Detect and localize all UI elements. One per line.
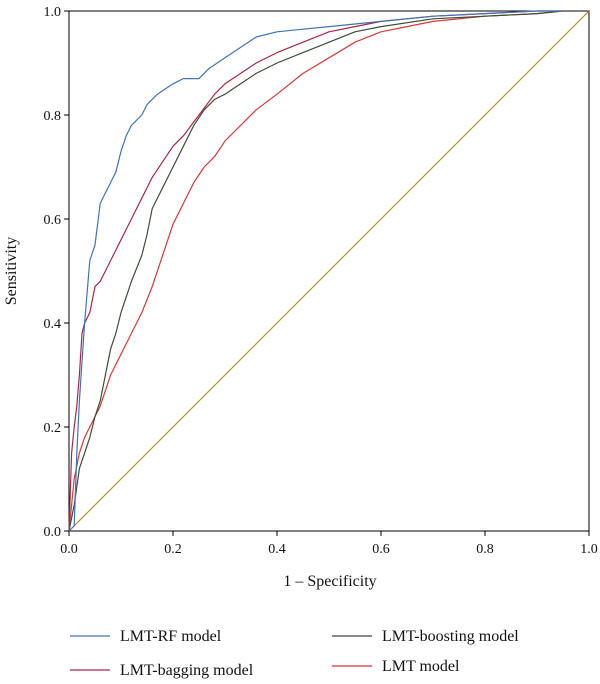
x-tick-label: 0.6 bbox=[372, 542, 390, 557]
y-tick-label: 1.0 bbox=[44, 5, 62, 20]
y-tick-label: 0.8 bbox=[44, 109, 62, 124]
series-line-0 bbox=[68, 10, 563, 532]
y-tick-label: 0.0 bbox=[44, 525, 62, 540]
legend: LMT-RF model LMT-bagging model LMT-boostin… bbox=[70, 628, 519, 679]
x-tick-label: 1.0 bbox=[580, 542, 598, 557]
legend-label: LMT-boosting model bbox=[382, 628, 519, 645]
y-axis-ticks: 0.0 0.2 0.4 0.6 0.8 1.0 bbox=[44, 5, 69, 540]
x-tick-label: 0.4 bbox=[268, 542, 286, 557]
plot-area bbox=[68, 10, 590, 532]
x-axis-ticks: 0.0 0.2 0.4 0.6 0.8 1.0 bbox=[60, 531, 598, 557]
legend-label: LMT model bbox=[382, 658, 460, 675]
legend-label: LMT-RF model bbox=[120, 628, 222, 645]
x-tick-label: 0.0 bbox=[60, 542, 78, 557]
x-tick-label: 0.8 bbox=[476, 542, 494, 557]
series-line-3 bbox=[68, 10, 564, 532]
y-axis-label: Sensitivity bbox=[3, 237, 20, 305]
y-tick-label: 0.2 bbox=[44, 421, 62, 436]
x-tick-label: 0.2 bbox=[164, 542, 182, 557]
series-line-2 bbox=[68, 10, 564, 532]
reference-diagonal-line bbox=[68, 10, 590, 532]
plot-frame bbox=[68, 10, 590, 532]
legend-label: LMT-bagging model bbox=[120, 662, 254, 679]
x-axis-label: 1 – Specificity bbox=[283, 573, 376, 590]
y-tick-label: 0.4 bbox=[44, 317, 62, 332]
y-tick-label: 0.6 bbox=[44, 213, 62, 228]
series-line-1 bbox=[68, 10, 563, 532]
